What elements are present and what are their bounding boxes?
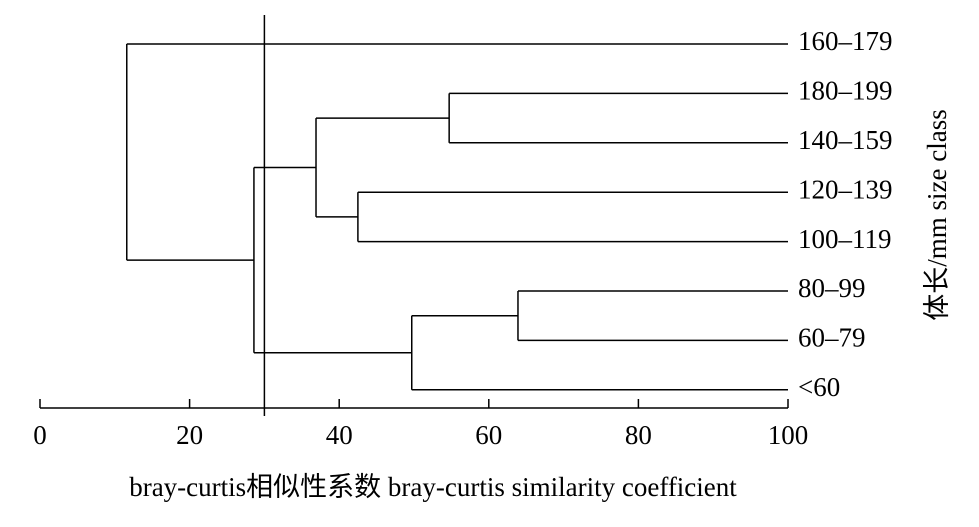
x-tick-label: 20 [176, 420, 203, 450]
x-tick-label: 100 [768, 420, 809, 450]
leaf-label: 140–159 [798, 125, 893, 155]
leaf-label: 120–139 [798, 174, 893, 204]
x-tick-label: 40 [326, 420, 353, 450]
y-axis-title: 体长/mm size class [922, 109, 952, 320]
leaf-label: 80–99 [798, 273, 866, 303]
x-tick-label: 60 [475, 420, 502, 450]
x-tick-label: 80 [625, 420, 652, 450]
leaf-label: 100–119 [798, 224, 892, 254]
leaf-label: 180–199 [798, 76, 893, 106]
x-axis-title: bray-curtis相似性系数 bray-curtis similarity … [129, 472, 737, 502]
leaf-label: <60 [798, 372, 840, 402]
leaf-label: 60–79 [798, 323, 866, 353]
x-tick-label: 0 [33, 420, 47, 450]
leaf-label: 160–179 [798, 26, 893, 56]
